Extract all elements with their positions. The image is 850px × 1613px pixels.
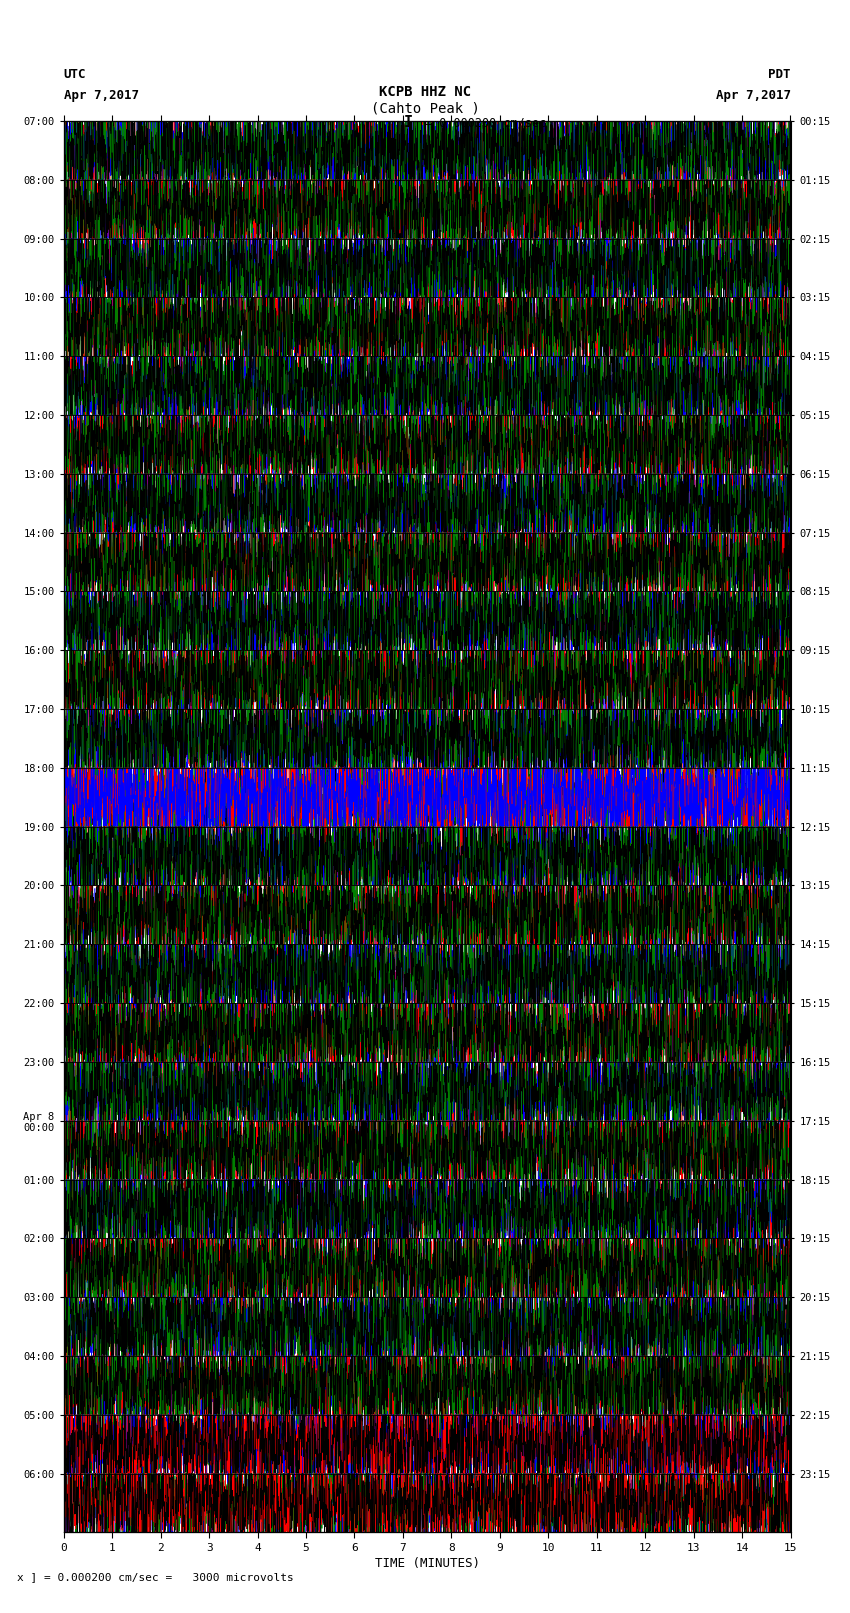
Text: Apr 7,2017: Apr 7,2017: [64, 89, 139, 102]
Text: Apr 7,2017: Apr 7,2017: [716, 89, 790, 102]
Text: x ] = 0.000200 cm/sec =   3000 microvolts: x ] = 0.000200 cm/sec = 3000 microvolts: [17, 1573, 294, 1582]
Text: = 0.000200 cm/sec: = 0.000200 cm/sec: [425, 116, 546, 129]
Text: UTC: UTC: [64, 68, 86, 81]
X-axis label: TIME (MINUTES): TIME (MINUTES): [375, 1557, 479, 1569]
Text: I: I: [404, 115, 412, 131]
Text: (Cahto Peak ): (Cahto Peak ): [371, 102, 479, 115]
Text: PDT: PDT: [768, 68, 790, 81]
Text: KCPB HHZ NC: KCPB HHZ NC: [379, 85, 471, 98]
